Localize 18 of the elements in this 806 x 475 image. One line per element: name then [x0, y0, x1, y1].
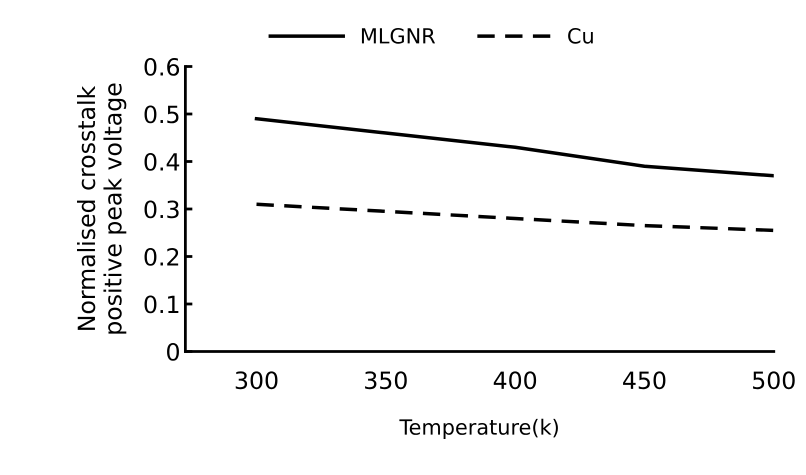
legend-label: MLGNR	[362, 28, 436, 44]
x-tick-label: 450	[623, 371, 666, 390]
y-tick-label: 0	[167, 342, 179, 361]
legend-label: Cu	[568, 28, 593, 44]
line-series	[254, 202, 774, 232]
x-tick-label: 300	[236, 371, 278, 390]
y-tick-label: 0.6	[144, 58, 180, 76]
y-axis-title: Normalised crosstalk positive peak voltage	[77, 84, 126, 334]
x-tick-label: 350	[365, 371, 407, 390]
y-tick-label: 0.1	[144, 295, 178, 314]
x-tick-label: 400	[494, 371, 536, 390]
x-axis-title: Temperature(k)	[399, 418, 558, 439]
y-tick-label: 0.4	[144, 152, 180, 171]
y-tick-label: 0.2	[144, 248, 178, 266]
y-tick-label: 0.5	[144, 105, 178, 124]
y-tick-label: 0.3	[144, 200, 179, 218]
line-series	[254, 117, 774, 178]
x-tick-label: 500	[753, 371, 795, 390]
